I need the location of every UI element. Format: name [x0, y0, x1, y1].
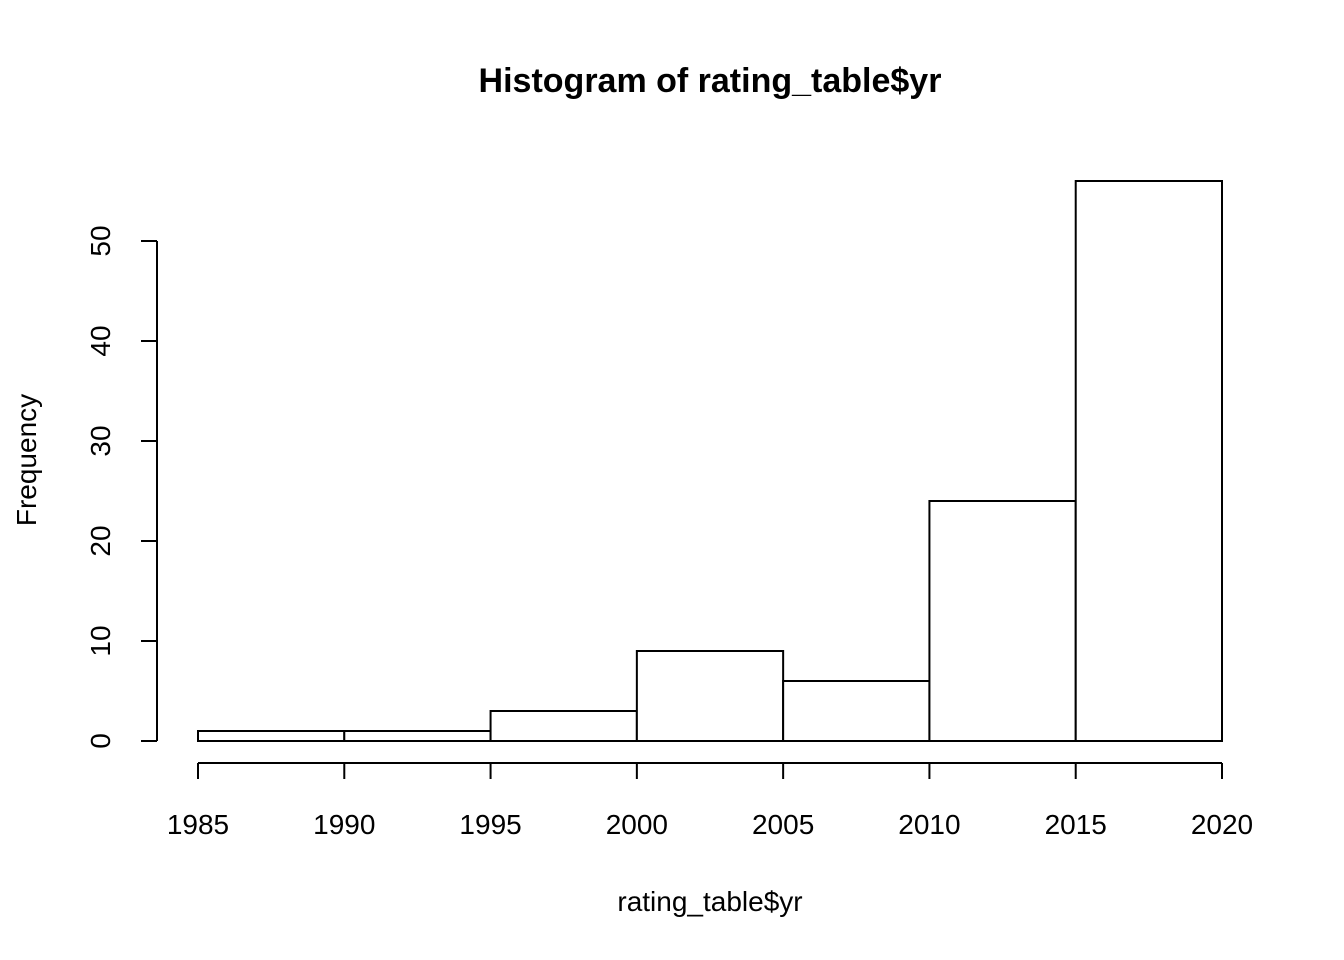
y-axis-label: Frequency — [11, 394, 42, 526]
histogram-bar — [197, 730, 346, 742]
y-tick-label: 30 — [85, 425, 116, 456]
y-axis: 0 10 20 30 40 50 — [85, 225, 158, 749]
y-tick-label: 40 — [85, 325, 116, 356]
histogram-bar — [343, 730, 492, 742]
x-tick-label: 2020 — [1191, 809, 1253, 840]
histogram-bar — [1074, 180, 1223, 742]
histogram-bar — [489, 710, 638, 742]
y-tick-label: 50 — [85, 225, 116, 256]
bars-group — [197, 180, 1223, 742]
x-tick-label: 2005 — [752, 809, 814, 840]
y-tick-label: 20 — [85, 525, 116, 556]
y-tick-label: 0 — [85, 733, 116, 749]
histogram-bar — [928, 500, 1077, 742]
x-axis-label: rating_table$yr — [617, 886, 802, 917]
x-tick-label: 2000 — [606, 809, 668, 840]
histogram-bar — [782, 680, 931, 742]
chart-title: Histogram of rating_table$yr — [479, 62, 942, 100]
x-tick-label: 1995 — [459, 809, 521, 840]
x-tick-label: 2010 — [898, 809, 960, 840]
x-tick-label: 1990 — [313, 809, 375, 840]
histogram-bar — [635, 650, 785, 742]
x-tick-label: 1985 — [167, 809, 229, 840]
x-tick-label: 2015 — [1045, 809, 1107, 840]
x-axis: 1985 1990 1995 2000 2005 2010 2015 2020 — [167, 762, 1253, 840]
y-tick-label: 10 — [85, 625, 116, 656]
